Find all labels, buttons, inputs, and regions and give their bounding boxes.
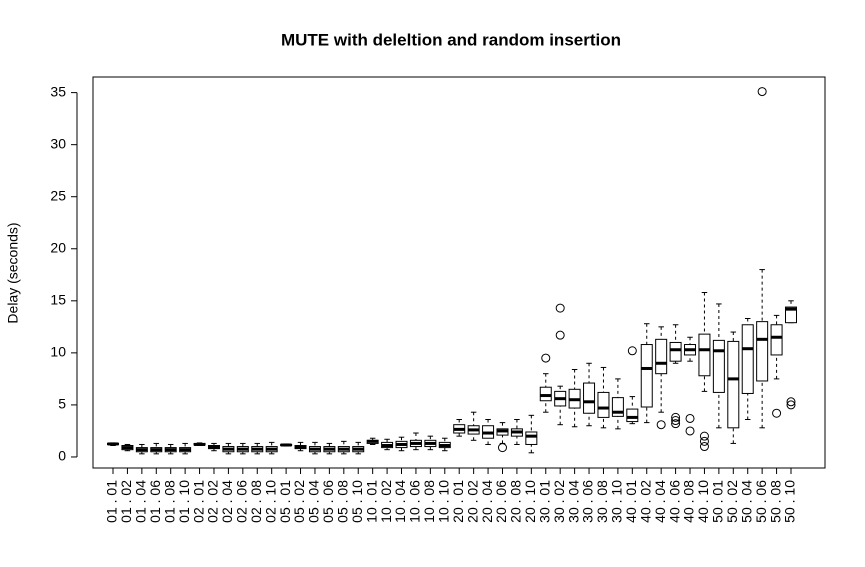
outlier: [555, 303, 565, 313]
box: [741, 324, 754, 394]
outlier: [757, 87, 767, 97]
plot-frame: [92, 76, 826, 469]
outlier: [656, 420, 666, 430]
box: [611, 397, 624, 417]
outlier: [699, 442, 709, 452]
x-tick-label: 10 . 08: [421, 480, 437, 523]
y-tick-label: 5: [58, 396, 66, 412]
y-tick-label: 20: [50, 239, 66, 255]
x-tick-label: 40 . 08: [681, 480, 697, 523]
x-tick-label: 02 . 04: [219, 480, 235, 523]
chart-title: MUTE with deleltion and random insertion: [281, 30, 621, 49]
x-tick-label: 10 . 04: [392, 480, 408, 523]
x-tick-label: 01 . 08: [161, 480, 177, 523]
y-tick-label: 10: [50, 344, 66, 360]
outlier: [786, 397, 796, 407]
box: [640, 344, 653, 408]
x-tick-label: 20 . 01: [450, 480, 466, 523]
outlier: [541, 353, 551, 363]
box: [626, 408, 639, 423]
x-tick-label: 02 . 06: [234, 480, 250, 523]
x-tick-label: 30 . 04: [565, 480, 581, 523]
outlier: [699, 436, 709, 446]
y-axis-label: Delay (seconds): [5, 222, 21, 323]
x-tick-label: 30 . 06: [580, 480, 596, 523]
outlier: [627, 346, 637, 356]
box: [597, 391, 610, 418]
box: [655, 338, 668, 375]
y-tick-label: 35: [50, 83, 66, 99]
outlier: [497, 443, 507, 453]
x-tick-label: 05 . 02: [291, 480, 307, 523]
outlier: [671, 419, 681, 429]
outlier: [555, 330, 565, 340]
x-tick-label: 10 . 01: [363, 480, 379, 523]
box: [727, 340, 740, 429]
box: [539, 386, 552, 402]
x-tick-label: 40 . 10: [695, 480, 711, 523]
x-tick-label: 05 . 06: [320, 480, 336, 523]
x-tick-label: 02 . 02: [205, 480, 221, 523]
x-tick-label: 50 . 01: [710, 480, 726, 523]
y-tick-label: 0: [58, 448, 66, 464]
x-tick-label: 40 . 04: [652, 480, 668, 523]
outlier: [786, 400, 796, 410]
x-tick-label: 50 . 02: [724, 480, 740, 523]
box: [525, 431, 538, 445]
x-tick-label: 50 . 04: [738, 480, 754, 523]
box: [770, 324, 783, 356]
box: [583, 382, 596, 414]
outlier: [671, 412, 681, 422]
x-tick-label: 50 . 08: [767, 480, 783, 523]
outlier: [699, 431, 709, 441]
box: [669, 341, 682, 362]
outlier: [685, 413, 695, 423]
x-tick-label: 20 . 04: [479, 480, 495, 523]
x-tick-label: 05 . 04: [306, 480, 322, 523]
x-tick-label: 10 . 10: [435, 480, 451, 523]
x-tick-label: 30 . 10: [609, 480, 625, 523]
x-tick-label: 30 . 08: [594, 480, 610, 523]
x-tick-label: 20 . 08: [508, 480, 524, 523]
x-tick-label: 40 . 06: [666, 480, 682, 523]
x-tick-label: 02 . 08: [248, 480, 264, 523]
box: [756, 321, 769, 382]
outlier: [772, 408, 782, 418]
box: [785, 306, 797, 324]
outlier: [685, 426, 695, 436]
outlier: [671, 416, 681, 426]
x-tick-label: 40 . 02: [637, 480, 653, 523]
x-tick-label: 10 . 02: [378, 480, 394, 523]
y-tick-label: 30: [50, 135, 66, 151]
x-tick-label: 20 . 06: [493, 480, 509, 523]
x-tick-label: 02 . 10: [262, 480, 278, 523]
x-tick-label: 40 . 01: [623, 480, 639, 523]
x-tick-label: 01 . 02: [118, 480, 134, 523]
x-tick-label: 20 . 02: [464, 480, 480, 523]
y-tick-label: 25: [50, 187, 66, 203]
x-tick-label: 10 . 06: [407, 480, 423, 523]
x-tick-label: 05 . 08: [335, 480, 351, 523]
x-tick-label: 30 . 01: [536, 480, 552, 523]
x-tick-label: 01 . 10: [176, 480, 192, 523]
x-tick-label: 01 . 06: [147, 480, 163, 523]
x-tick-label: 02 . 01: [190, 480, 206, 523]
x-tick-label: 30 . 02: [551, 480, 567, 523]
x-tick-label: 50 . 06: [753, 480, 769, 523]
box: [712, 339, 725, 393]
x-tick-label: 20 . 10: [522, 480, 538, 523]
x-tick-label: 01 . 04: [133, 480, 149, 523]
x-tick-label: 05 . 01: [277, 480, 293, 523]
y-tick-label: 15: [50, 292, 66, 308]
box: [698, 333, 711, 377]
x-tick-label: 01 . 01: [104, 480, 120, 523]
x-tick-label: 05 . 10: [349, 480, 365, 523]
x-tick-label: 50 . 10: [782, 480, 798, 523]
